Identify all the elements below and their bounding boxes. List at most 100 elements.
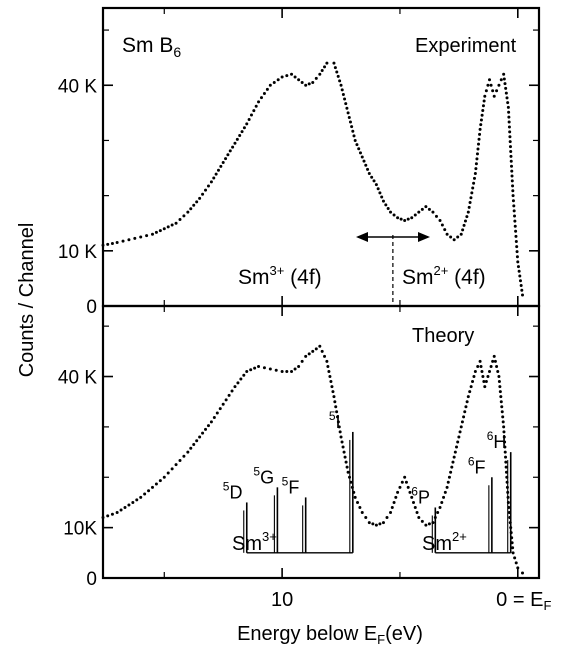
data-point bbox=[412, 500, 416, 504]
data-point bbox=[466, 210, 470, 214]
data-point bbox=[189, 207, 193, 211]
data-point bbox=[374, 183, 378, 187]
data-point bbox=[443, 490, 447, 494]
data-point bbox=[357, 147, 361, 151]
data-point bbox=[227, 393, 231, 397]
data-point bbox=[499, 78, 503, 82]
data-point bbox=[503, 440, 507, 444]
data-point bbox=[245, 369, 249, 373]
data-point bbox=[293, 367, 297, 371]
data-point bbox=[511, 189, 515, 193]
data-point bbox=[201, 431, 205, 435]
data-point bbox=[459, 425, 463, 429]
data-point bbox=[498, 390, 502, 394]
data-point bbox=[338, 430, 342, 434]
panel-theory-frame bbox=[101, 304, 541, 580]
data-point bbox=[212, 176, 216, 180]
data-point bbox=[110, 512, 114, 516]
data-point bbox=[339, 83, 343, 87]
y-tick-label: 10K bbox=[63, 519, 97, 540]
data-point bbox=[372, 179, 376, 183]
data-point bbox=[300, 81, 304, 84]
data-point bbox=[467, 205, 471, 209]
data-point bbox=[320, 69, 324, 73]
data-point bbox=[486, 375, 490, 379]
data-point bbox=[206, 424, 210, 428]
data-point bbox=[106, 242, 110, 246]
data-point bbox=[477, 137, 481, 141]
data-point bbox=[470, 191, 474, 195]
data-point bbox=[479, 118, 483, 122]
data-point bbox=[249, 113, 253, 117]
data-point bbox=[323, 354, 327, 358]
multiplet-label: 5D bbox=[223, 479, 243, 502]
data-point bbox=[483, 94, 487, 98]
data-point bbox=[242, 373, 246, 377]
data-point bbox=[481, 375, 485, 379]
data-point bbox=[327, 369, 331, 373]
data-point bbox=[290, 369, 294, 373]
data-point bbox=[465, 215, 469, 219]
data-point bbox=[420, 519, 424, 523]
data-point bbox=[514, 561, 518, 565]
data-point bbox=[504, 465, 508, 469]
data-point bbox=[457, 435, 461, 439]
data-point bbox=[478, 132, 482, 136]
data-point bbox=[276, 78, 280, 82]
data-point bbox=[400, 480, 404, 484]
data-point bbox=[415, 511, 419, 515]
data-point bbox=[474, 167, 478, 171]
data-point bbox=[123, 505, 127, 509]
data-point bbox=[307, 352, 311, 356]
multiplet-label: 6P bbox=[411, 484, 430, 507]
data-point bbox=[115, 241, 119, 245]
data-point bbox=[509, 149, 513, 153]
data-point bbox=[404, 480, 408, 484]
data-point bbox=[166, 471, 170, 475]
data-point bbox=[506, 101, 510, 105]
data-point bbox=[381, 199, 385, 203]
data-point bbox=[471, 380, 475, 384]
data-point bbox=[353, 495, 357, 499]
data-point bbox=[311, 349, 315, 353]
data-point bbox=[139, 495, 143, 499]
data-point bbox=[262, 366, 266, 370]
data-point bbox=[219, 164, 223, 168]
data-point bbox=[481, 108, 485, 112]
data-point bbox=[374, 523, 378, 527]
data-point bbox=[508, 135, 512, 139]
data-point bbox=[462, 223, 466, 227]
data-point bbox=[417, 210, 421, 214]
data-point bbox=[473, 172, 477, 176]
data-point bbox=[386, 207, 390, 211]
data-point bbox=[466, 395, 470, 399]
data-point bbox=[512, 209, 516, 213]
data-point bbox=[500, 405, 504, 409]
data-point bbox=[473, 369, 477, 373]
data-point bbox=[518, 279, 522, 283]
data-point bbox=[471, 186, 475, 190]
data-point bbox=[150, 485, 154, 489]
data-point bbox=[493, 359, 497, 363]
data-point bbox=[495, 89, 499, 93]
data-point bbox=[378, 522, 382, 526]
data-point bbox=[268, 367, 272, 371]
data-point bbox=[472, 375, 476, 379]
data-point bbox=[452, 238, 456, 242]
data-point bbox=[318, 72, 322, 76]
data-point bbox=[408, 490, 412, 494]
data-point bbox=[472, 181, 476, 185]
data-point bbox=[339, 435, 343, 439]
data-point bbox=[503, 450, 507, 454]
data-point bbox=[458, 430, 462, 434]
data-point bbox=[323, 65, 327, 69]
data-point bbox=[516, 566, 520, 570]
data-point bbox=[353, 138, 357, 142]
data-point bbox=[101, 516, 105, 520]
data-point bbox=[367, 172, 371, 176]
data-point bbox=[350, 125, 354, 129]
data-point bbox=[285, 369, 289, 373]
data-point bbox=[338, 79, 342, 83]
data-point bbox=[209, 420, 213, 424]
data-point bbox=[451, 460, 455, 464]
